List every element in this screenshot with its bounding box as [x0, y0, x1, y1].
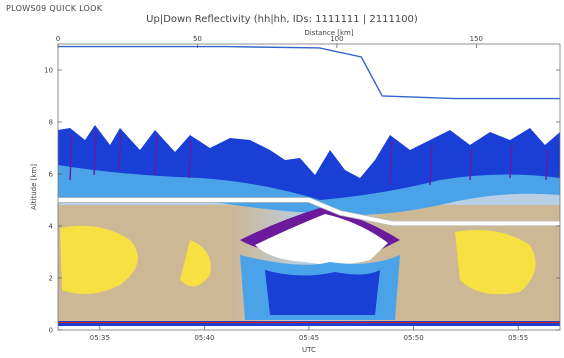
x-tick-label: 05:40 [194, 334, 214, 342]
x-tick-label: 05:35 [90, 334, 110, 342]
surface-band [58, 321, 560, 326]
bright-patch-center-left [180, 240, 211, 287]
series-layer [58, 45, 560, 227]
y-tick-label: 4 [49, 223, 54, 231]
bright-patch-right [455, 230, 536, 295]
x-tick-label: 05:45 [299, 334, 319, 342]
bright-patch-left [60, 225, 138, 294]
y-tick-label: 8 [49, 119, 53, 127]
x2-axis-label: Distance [km] [304, 29, 353, 37]
light-echo-band [58, 165, 560, 215]
y-tick-label: 2 [49, 275, 53, 283]
x2-tick-label: 150 [470, 35, 483, 43]
y-axis-label: Altitude [km] [30, 164, 38, 210]
x2-tick-label: 0 [56, 35, 60, 43]
chart-title: Up|Down Reflectivity (hh|hh, IDs: 111111… [146, 14, 418, 25]
x-axis-label: UTC [302, 346, 316, 354]
quicklook-label: PLOWS09 QUICK LOOK [6, 4, 103, 13]
y-tick-label: 6 [49, 171, 54, 179]
fall-streaks [69, 129, 549, 186]
reflectivity-field [58, 125, 560, 325]
convective-core [255, 214, 388, 265]
series-line-0 [58, 45, 560, 100]
x-tick-label: 05:50 [403, 334, 423, 342]
series-line-1 [58, 198, 560, 226]
y-tick-label: 10 [44, 67, 53, 75]
x2-tick-label: 100 [330, 35, 343, 43]
core-rain-shaft-inner [265, 270, 380, 315]
x-tick-label: 05:55 [508, 334, 528, 342]
x2-tick-label: 50 [193, 35, 202, 43]
axes: 0 2 4 6 8 10 05:35 05:40 05:45 05:50 05:55 0 50 100 15… [30, 29, 560, 354]
y-tick-label: 0 [49, 327, 53, 335]
